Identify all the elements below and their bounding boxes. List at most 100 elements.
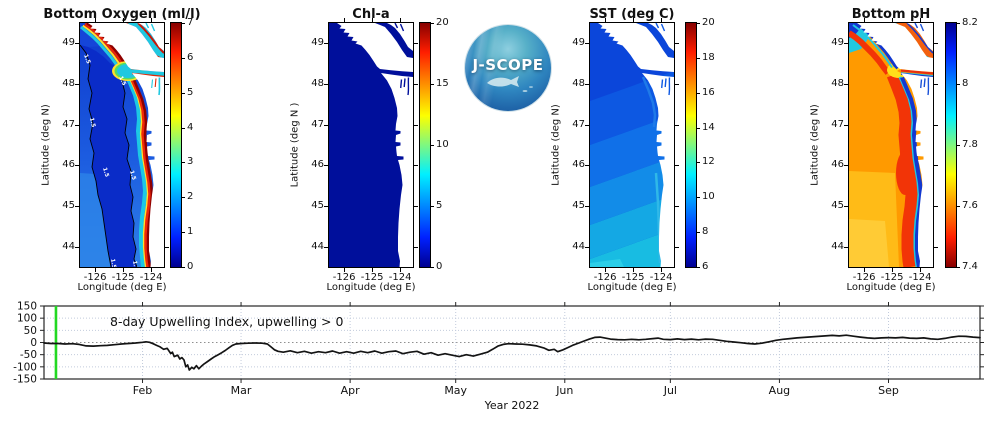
month-tick-label: Feb [133,384,152,397]
lon-tick-mark [661,18,663,22]
svg-text:1.5: 1.5 [82,54,91,65]
lat-tick-mark [934,124,938,126]
panel-title-bottom-oxygen: Bottom Oxygen (ml/l) [43,7,201,22]
lat-tick-mark [324,124,328,126]
lat-tick-mark [675,43,679,45]
colorbar-tick-label: 8 [702,226,709,238]
lat-tick-mark [934,43,938,45]
upwelling-annotation: 8-day Upwelling Index, upwelling > 0 [110,314,344,329]
lat-tick-mark [324,246,328,248]
lat-tick-label: 45 [831,200,844,211]
colorbar-tick-mark [431,206,434,207]
colorbar-tick-label: 10 [436,139,449,150]
colorbar-tick-mark [697,197,700,199]
lat-tick-label: 46 [311,159,324,171]
lat-tick-mark [585,206,589,207]
lat-tick-mark [585,246,589,248]
colorbar-tick-mark [957,206,960,207]
colorbar-tick-mark [182,267,185,268]
lat-tick-mark [675,84,679,85]
panel-title-chl-a: Chl-a [352,7,390,22]
panel-title-bottom-ph: Bottom pH [851,7,931,22]
map-bottom-ph [848,22,934,268]
x-axis-label: Longitude (deg E) [587,282,677,293]
lat-tick-mark [75,206,79,207]
lat-tick-label: 46 [831,159,844,171]
lat-tick-mark [165,206,169,207]
lat-tick-label: 44 [572,240,585,252]
colorbar-tick-label: 8.2 [962,17,978,28]
colorbar-tick-mark [697,23,700,24]
lat-tick-label: 48 [572,78,585,89]
lat-tick-label: 47 [311,118,324,130]
colorbar-tick-label: 14 [702,121,715,133]
lat-tick-mark [844,43,848,45]
colorbar-tick-label: 18 [702,51,715,63]
colorbar-tick-mark [182,232,185,234]
lon-tick-label: -124 [908,272,932,283]
colorbar-tick-label: 0 [187,261,194,272]
lon-tick-mark [633,268,635,272]
upwelling-index-line [43,334,981,371]
lon-tick-mark [633,18,635,22]
svg-text:1.5: 1.5 [131,260,139,267]
colorbar-tick-label: 8 [962,78,969,89]
colorbar-tick-mark [182,23,185,24]
colorbar-tick-mark [182,162,185,164]
lat-tick-mark [675,206,679,207]
lat-tick-label: 46 [62,159,75,171]
lat-tick-mark [844,246,848,248]
lon-tick-mark [920,268,922,272]
svg-text:1.5: 1.5 [109,258,117,267]
colorbar-tick-label: 6 [187,51,194,63]
lon-tick-mark [95,268,97,272]
lon-tick-mark [372,268,374,272]
light-rays [465,25,551,111]
svg-text:1.5: 1.5 [128,170,137,181]
lon-tick-label: -126 [852,272,876,283]
colorbar-tick-label: 16 [702,86,715,98]
lat-tick-mark [675,165,679,167]
lat-tick-mark [934,206,938,207]
y-tick-label: -150 [13,374,37,386]
colorbar-tick-mark [697,127,700,129]
lon-tick-mark [605,268,607,272]
colorbar-tick-mark [697,57,700,59]
lat-tick-label: 47 [831,118,844,130]
lat-tick-label: 48 [62,78,75,89]
month-tick-label: Mar [231,384,252,397]
lat-tick-mark [585,43,589,45]
lat-tick-mark [165,124,169,126]
lat-tick-mark [675,124,679,126]
colorbar-tick-label: 10 [702,191,715,203]
lon-tick-mark [920,18,922,22]
lon-tick-mark [344,18,346,22]
lat-tick-label: 44 [831,240,844,252]
lat-tick-mark [585,84,589,85]
y-tick-label: 50 [24,325,37,337]
lat-tick-mark [324,206,328,207]
colorbar-tick-mark [957,267,960,268]
colorbar-sst [685,22,697,268]
colorbar-tick-label: 7.4 [962,261,978,272]
lon-tick-mark [864,18,866,22]
jscope-logo: J-SCOPE [465,25,551,111]
x-axis-label: Longitude (deg E) [846,282,936,293]
lon-tick-label: -124 [649,272,673,283]
lon-tick-mark [151,18,153,22]
colorbar-tick-label: 4 [187,121,194,133]
map-bottom-oxygen: 1.5 1.5 1.5 1.5 1.5 1.5 1.5 [79,22,165,268]
month-tick-label: Sep [878,384,899,397]
colorbar-tick-mark [182,127,185,129]
lat-tick-mark [934,165,938,167]
colorbar-tick-label: 15 [436,78,449,89]
colorbar-tick-label: 3 [187,156,194,168]
lon-tick-label: -125 [621,272,645,283]
lon-tick-mark [892,268,894,272]
lat-tick-mark [934,246,938,248]
colorbar-tick-mark [182,57,185,59]
y-axis-label: Latitude (deg N) [809,104,821,186]
colorbar-tick-mark [697,267,700,268]
colorbar-tick-label: 6 [702,261,709,272]
y-axis-label: Latitude (deg N) [40,104,52,186]
